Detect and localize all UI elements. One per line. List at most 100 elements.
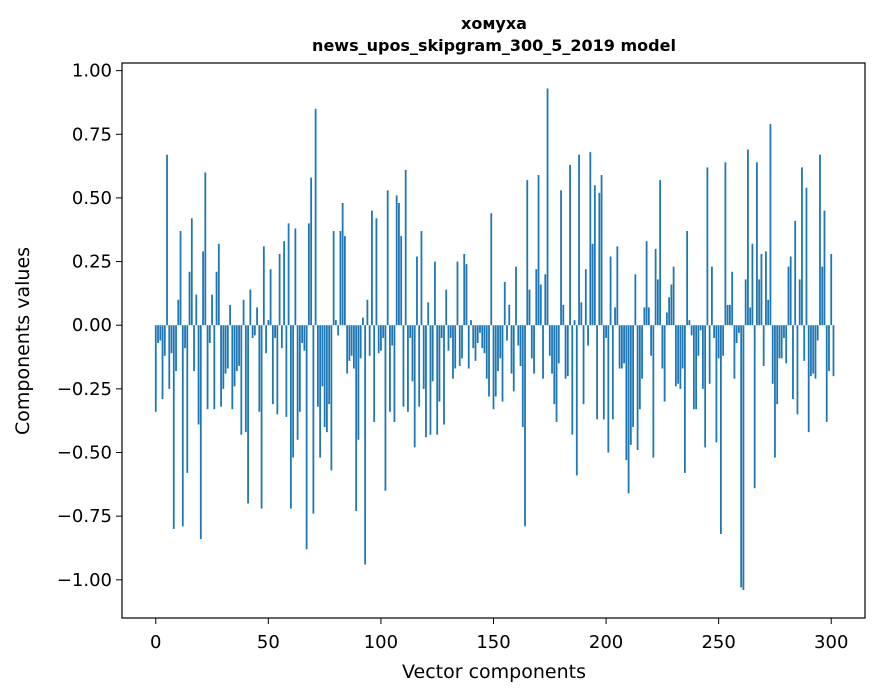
bar-109 [400, 236, 403, 326]
bar-6 [168, 325, 171, 389]
bar-280 [785, 325, 788, 364]
bar-294 [816, 325, 819, 341]
bar-193 [589, 152, 592, 326]
bar-32 [226, 325, 229, 369]
bars-group [154, 88, 835, 590]
bar-185 [571, 325, 574, 435]
bar-226 [663, 325, 666, 402]
bar-142 [474, 325, 477, 361]
bar-40 [244, 325, 247, 433]
bar-266 [753, 325, 756, 489]
bar-93 [364, 325, 367, 565]
bar-205 [616, 246, 619, 326]
bar-71 [314, 108, 317, 326]
bar-258 [735, 325, 738, 344]
x-tick-label: 150 [476, 632, 510, 653]
bar-158 [510, 325, 513, 374]
bar-277 [778, 325, 781, 359]
bar-86 [348, 325, 351, 361]
bar-37 [238, 325, 240, 366]
bar-290 [807, 325, 810, 433]
bar-67 [305, 325, 308, 550]
bar-159 [512, 325, 515, 392]
bar-129 [445, 289, 448, 326]
bar-36 [235, 325, 238, 372]
bar-64 [298, 325, 301, 412]
bar-228 [668, 297, 671, 326]
bar-53 [274, 325, 276, 338]
bar-156 [506, 325, 508, 341]
bar-231 [674, 325, 677, 387]
bar-284 [794, 220, 797, 326]
bar-13 [184, 325, 186, 349]
x-tick-label: 100 [364, 632, 398, 653]
bar-157 [508, 304, 511, 326]
bar-12 [181, 325, 184, 527]
bar-143 [476, 325, 479, 344]
bar-271 [765, 251, 767, 326]
bar-76 [325, 325, 328, 433]
bar-152 [497, 325, 499, 372]
bar-51 [269, 269, 272, 326]
bar-52 [271, 325, 274, 405]
bar-206 [618, 325, 621, 369]
bar-272 [767, 299, 770, 326]
bar-259 [738, 325, 740, 333]
bar-120 [425, 325, 427, 438]
y-tick-label: −1.00 [57, 570, 112, 591]
bar-54 [276, 325, 279, 415]
bar-161 [517, 325, 520, 346]
bar-169 [535, 269, 538, 326]
bar-273 [769, 124, 772, 326]
bar-243 [701, 325, 704, 389]
bar-237 [688, 320, 691, 326]
bar-107 [395, 195, 398, 326]
bar-263 [747, 149, 749, 326]
bar-252 [722, 325, 725, 356]
bar-172 [542, 325, 544, 379]
bar-246 [708, 325, 711, 384]
bar-58 [285, 325, 288, 417]
bar-55 [278, 253, 281, 326]
bar-174 [546, 88, 549, 326]
bar-225 [661, 325, 664, 369]
bar-18 [195, 294, 198, 326]
bar-195 [593, 185, 596, 326]
bar-126 [438, 325, 441, 402]
bar-116 [416, 256, 418, 326]
bar-150 [492, 325, 495, 410]
bar-192 [587, 325, 589, 346]
bar-240 [695, 325, 698, 410]
bar-285 [796, 325, 799, 415]
bar-276 [776, 325, 779, 405]
bar-179 [557, 325, 560, 364]
bar-245 [706, 167, 709, 326]
bar-44 [253, 325, 256, 336]
bar-268 [758, 279, 761, 326]
bar-34 [231, 325, 234, 410]
bar-75 [323, 325, 326, 428]
bar-10 [177, 299, 180, 326]
bar-3 [161, 325, 164, 400]
bar-211 [629, 325, 632, 445]
bar-229 [670, 284, 673, 326]
bar-97 [373, 325, 376, 422]
y-tick-label: 1.00 [72, 61, 112, 82]
bar-42 [249, 289, 252, 326]
bar-216 [641, 325, 643, 379]
bar-278 [780, 325, 783, 359]
y-tick-label: 0.25 [72, 252, 112, 273]
x-axis-label: Vector components [402, 661, 586, 683]
bar-286 [798, 279, 801, 326]
bar-139 [467, 325, 470, 369]
bar-182 [564, 325, 567, 379]
bar-89 [355, 325, 358, 512]
bar-21 [202, 251, 204, 326]
bar-98 [375, 218, 378, 326]
x-tick-label: 0 [150, 632, 161, 653]
bar-69 [310, 177, 313, 326]
bar-223 [656, 279, 659, 326]
y-tick-label: 0.75 [72, 124, 112, 145]
bar-197 [598, 192, 601, 326]
bar-186 [573, 320, 576, 326]
